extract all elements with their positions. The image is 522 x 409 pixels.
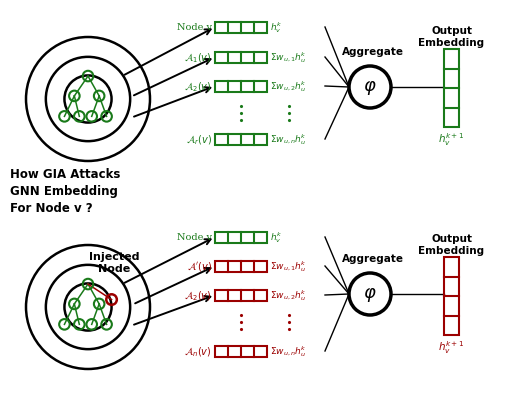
Text: $\mathcal{A}_1(v)$: $\mathcal{A}_1(v)$	[184, 51, 212, 65]
Text: Aggregate: Aggregate	[342, 254, 404, 263]
Text: $\mathcal{A}_2(v)$: $\mathcal{A}_2(v)$	[184, 80, 212, 94]
Text: $\mathcal{A}_2(v)$: $\mathcal{A}_2(v)$	[184, 288, 212, 302]
Text: $\Sigma w_{u,1}h_u^k$: $\Sigma w_{u,1}h_u^k$	[270, 50, 307, 65]
Bar	[215, 52, 267, 63]
Text: $\varphi$: $\varphi$	[363, 285, 377, 303]
Text: $\mathcal{A}_r(v)$: $\mathcal{A}_r(v)$	[186, 133, 212, 146]
Text: $\Sigma w_{u,n}h_u^k$: $\Sigma w_{u,n}h_u^k$	[270, 344, 307, 359]
Text: $\Sigma w_{u,2}h_u^k$: $\Sigma w_{u,2}h_u^k$	[270, 79, 307, 94]
Bar	[215, 232, 267, 243]
Text: $\Sigma w_{u,2}h_u^k$: $\Sigma w_{u,2}h_u^k$	[270, 288, 307, 303]
Text: Output
Embedding: Output Embedding	[419, 233, 484, 255]
Text: $h_v^k$: $h_v^k$	[270, 20, 282, 35]
Bar	[215, 81, 267, 92]
Text: $\varphi$: $\varphi$	[363, 79, 377, 97]
Bar	[215, 261, 267, 272]
Text: $h_v^{k+1}$: $h_v^{k+1}$	[438, 131, 465, 147]
Text: Output
Embedding: Output Embedding	[419, 25, 484, 48]
Bar	[444, 50, 459, 128]
Text: $\Sigma w_{u,1}h_u^k$: $\Sigma w_{u,1}h_u^k$	[270, 259, 307, 274]
Text: $\mathcal{A}'(v)$: $\mathcal{A}'(v)$	[187, 260, 212, 273]
Text: Injected
Node: Injected Node	[89, 252, 139, 273]
Bar	[444, 257, 459, 335]
Text: $\Sigma w_{u,n}h_u^k$: $\Sigma w_{u,n}h_u^k$	[270, 132, 307, 147]
Text: Node v: Node v	[177, 23, 212, 32]
Text: How GIA Attacks
GNN Embedding
For Node v ?: How GIA Attacks GNN Embedding For Node v…	[10, 168, 121, 214]
Bar	[215, 346, 267, 357]
Text: $h_v^k$: $h_v^k$	[270, 230, 282, 245]
Bar	[215, 134, 267, 145]
Text: Aggregate: Aggregate	[342, 47, 404, 57]
Bar	[215, 22, 267, 34]
Text: $h_v^{k+1}$: $h_v^{k+1}$	[438, 338, 465, 355]
Bar	[215, 290, 267, 301]
Text: Node v: Node v	[177, 233, 212, 242]
Text: $\mathcal{A}_n(v)$: $\mathcal{A}_n(v)$	[184, 344, 212, 358]
